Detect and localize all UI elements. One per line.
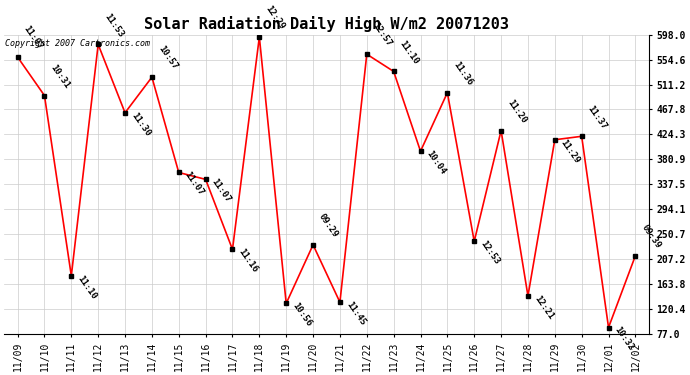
Text: 09:39: 09:39 [640,223,662,250]
Text: 11:29: 11:29 [559,138,582,165]
Text: 11:37: 11:37 [586,104,609,131]
Text: 11:30: 11:30 [129,111,152,138]
Text: 11:36: 11:36 [451,60,474,87]
Text: 11:07: 11:07 [183,170,206,198]
Text: 09:29: 09:29 [317,212,340,239]
Text: 12:57: 12:57 [371,21,394,49]
Text: 12:53: 12:53 [478,239,501,266]
Text: 10:57: 10:57 [156,45,179,72]
Text: 11:07: 11:07 [210,177,233,204]
Text: 10:04: 10:04 [424,149,447,176]
Text: 10:56: 10:56 [290,301,313,328]
Text: 11:16: 11:16 [237,247,259,274]
Text: 11:10: 11:10 [75,274,98,301]
Text: 10:32: 10:32 [613,326,635,352]
Title: Solar Radiation Daily High W/m2 20071203: Solar Radiation Daily High W/m2 20071203 [144,16,509,32]
Text: 11:20: 11:20 [505,98,528,125]
Text: 12:29: 12:29 [264,4,286,32]
Text: 11:07: 11:07 [22,24,45,51]
Text: 10:31: 10:31 [48,63,71,90]
Text: 12:21: 12:21 [532,294,555,321]
Text: 11:53: 11:53 [102,12,125,39]
Text: Copyright 2007 Cartronics.com: Copyright 2007 Cartronics.com [6,39,150,48]
Text: 11:10: 11:10 [398,39,421,66]
Text: 11:45: 11:45 [344,300,367,327]
